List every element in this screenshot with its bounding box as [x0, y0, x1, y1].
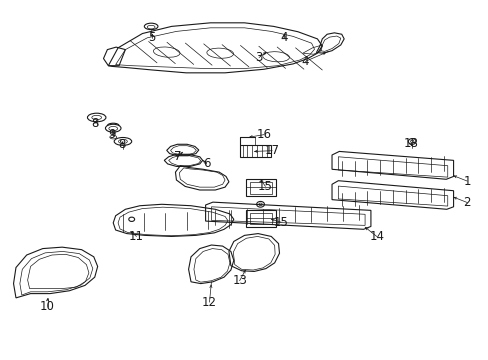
- Text: 12: 12: [202, 296, 217, 309]
- Text: 15: 15: [258, 180, 272, 193]
- Text: 4: 4: [301, 55, 308, 68]
- Text: 14: 14: [368, 230, 384, 243]
- Text: 9: 9: [108, 128, 116, 141]
- Text: 6: 6: [203, 157, 210, 170]
- Text: 16: 16: [256, 128, 271, 141]
- Text: 4: 4: [280, 31, 287, 44]
- Text: 7: 7: [173, 150, 181, 163]
- Text: 17: 17: [264, 144, 279, 157]
- Text: 8: 8: [91, 117, 98, 130]
- Text: 11: 11: [129, 230, 144, 243]
- Text: 1: 1: [463, 175, 470, 188]
- Text: 18: 18: [403, 137, 417, 150]
- Text: 2: 2: [463, 196, 470, 209]
- Text: 15: 15: [273, 216, 288, 229]
- Text: 13: 13: [232, 274, 246, 287]
- Text: 10: 10: [40, 300, 55, 313]
- Text: 3: 3: [255, 51, 262, 64]
- Text: 8: 8: [118, 139, 125, 152]
- Text: 5: 5: [148, 31, 156, 44]
